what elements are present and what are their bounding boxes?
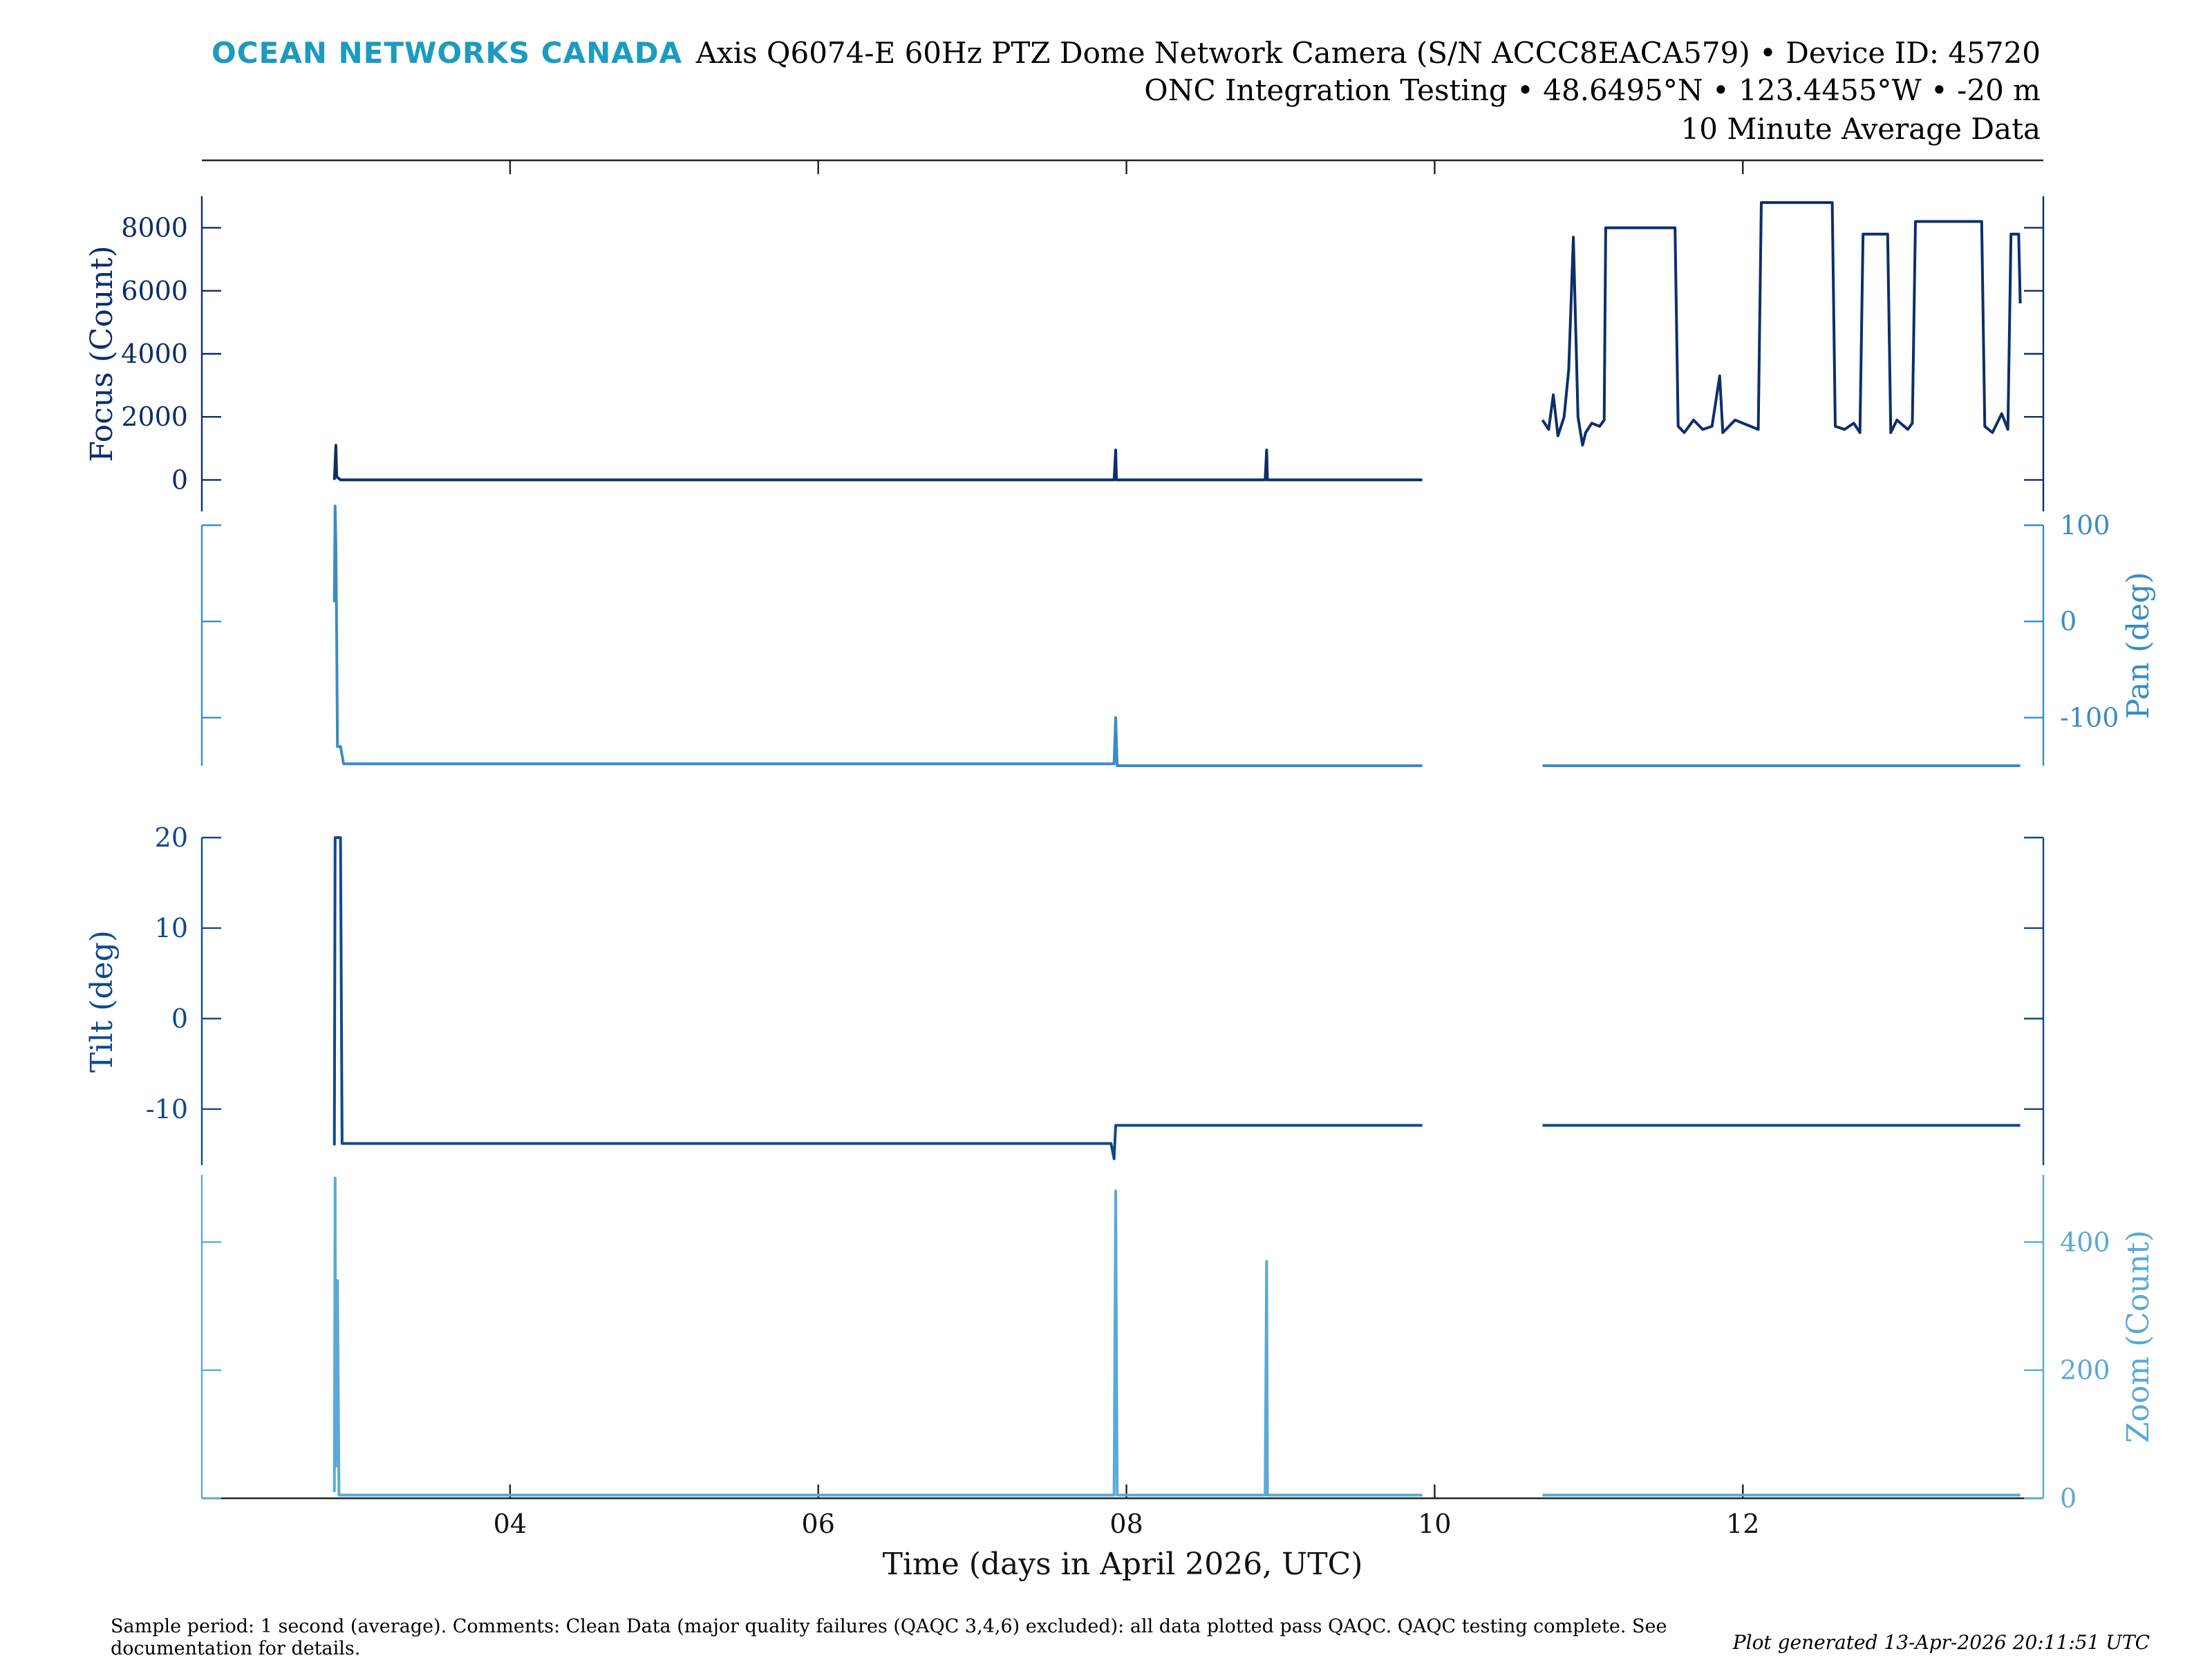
- pan-tick-label--100: -100: [2060, 702, 2119, 733]
- pan-tick-label-100: 100: [2060, 510, 2110, 540]
- zoom-axis-label: Zoom (Count): [2121, 1230, 2156, 1443]
- focus-tick-label-4000: 4000: [121, 339, 188, 369]
- x-tick-label-08: 08: [1109, 1509, 1143, 1539]
- tilt-tick-label-10: 10: [155, 913, 188, 943]
- zoom-series-segment-0: [332, 1176, 1423, 1497]
- x-tick-label-04: 04: [494, 1509, 527, 1539]
- x-tick-label-12: 12: [1726, 1509, 1759, 1539]
- focus-tick-label-6000: 6000: [121, 276, 188, 306]
- generated-stamp: Plot generated 13-Apr-2026 20:11:51 UTC: [1732, 1631, 2150, 1654]
- focus-tick-label-8000: 8000: [121, 213, 188, 243]
- pan-series-segment-0: [332, 504, 1423, 767]
- focus-axis-label: Focus (Count): [84, 245, 120, 462]
- zoom-tick-label-0: 0: [2060, 1483, 2077, 1513]
- device-title: Axis Q6074-E 60Hz PTZ Dome Network Camer…: [695, 36, 2041, 70]
- focus-series-segment-1: [1541, 201, 2022, 447]
- averaging-line: 10 Minute Average Data: [1680, 112, 2041, 146]
- x-tick-label-10: 10: [1418, 1509, 1451, 1539]
- sample-comments: Sample period: 1 second (average). Comme…: [111, 1616, 1667, 1659]
- zoom-tick-label-400: 400: [2060, 1227, 2110, 1257]
- focus-tick-label-0: 0: [171, 464, 188, 495]
- pan-tick-label-0: 0: [2060, 606, 2077, 636]
- x-axis-label: Time (days in April 2026, UTC): [883, 1547, 1363, 1582]
- pan-axis-label: Pan (deg): [2121, 572, 2156, 719]
- x-tick-label-06: 06: [802, 1509, 835, 1539]
- focus-tick-label-2000: 2000: [121, 402, 188, 432]
- tilt-tick-label--10: -10: [146, 1094, 188, 1124]
- zoom-tick-label-200: 200: [2060, 1355, 2110, 1386]
- tilt-tick-label-20: 20: [155, 822, 188, 853]
- focus-series-segment-0: [332, 444, 1423, 482]
- tilt-axis-label: Tilt (deg): [84, 930, 120, 1073]
- onc-logo: OCEAN NETWORKS CANADA: [212, 36, 683, 70]
- tilt-tick-label-0: 0: [171, 1003, 188, 1034]
- tilt-series-segment-0: [332, 836, 1423, 1160]
- location-line: ONC Integration Testing • 48.6495°N • 12…: [1144, 73, 2041, 107]
